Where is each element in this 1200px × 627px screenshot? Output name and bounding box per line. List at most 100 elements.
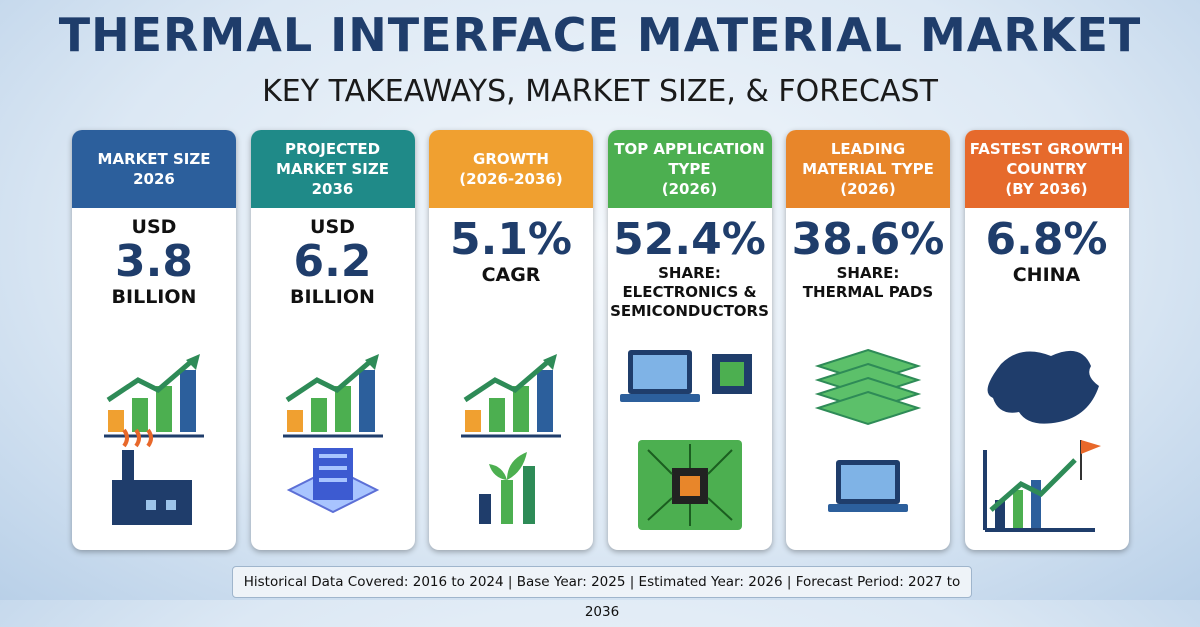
card-caption: SHARE: [836,264,900,282]
card-header: FASTEST GROWTH COUNTRY (BY 2036) [964,130,1129,208]
icon-shape [513,386,529,432]
card-icons [104,354,204,525]
icon-shape [122,428,153,448]
icon-shape [828,460,908,512]
card-header-line: TYPE [668,160,711,178]
icon-shape [112,428,192,525]
card-value: 5.1% [449,214,573,265]
icon-shape [186,354,200,370]
icon-shape [543,354,557,370]
icon-shape [814,348,922,426]
icon-shape [646,444,733,526]
card: LEADING MATERIAL TYPE (2026) 38.6% SHARE: THE… [786,130,950,550]
icon-shape [1080,440,1101,454]
icon-shape [523,466,535,524]
card-caption: ELECTRONICS & [622,283,757,301]
card-header-line: MATERIAL TYPE [802,160,934,178]
icon-shape [987,350,1099,424]
icon-shape [318,454,347,458]
card: PROJECTED MARKET SIZE 2036 USD 6.2 BILLION [250,130,415,550]
icon-shape [814,390,922,426]
card-body: USD 3.8 BILLION [72,208,236,308]
card-header-line: 2026 [133,170,175,188]
icon-shape [501,480,513,524]
card-body: 6.8% CHINA [965,208,1129,287]
card-unit: USD [131,216,177,238]
footer: Historical Data Covered: 2016 to 2024 | … [232,566,972,620]
subtitle: KEY TAKEAWAYS, MARKET SIZE, & FORECAST [262,74,938,109]
icon-shape [465,410,481,432]
card-icons [982,350,1101,532]
icon-shape [282,354,383,438]
icon-shape [122,450,134,485]
card-caption: BILLION [290,286,375,308]
card-value: 38.6% [791,214,945,265]
icon-shape [286,448,379,514]
card-header-line: MARKET SIZE [97,150,211,168]
card-caption: CHINA [1012,264,1081,286]
card-header-line: FASTEST GROWTH [969,140,1124,158]
card-caption: SEMICONDUCTORS [610,302,769,320]
card-header-line: 2036 [311,180,354,198]
title: THERMAL INTERFACE MATERIAL MARKET [58,8,1142,62]
card-value: 3.8 [115,236,193,287]
icon-shape [637,440,742,530]
card-header-line: PROJECTED [284,140,381,158]
card-header-line: MARKET SIZE [276,160,389,178]
icon-shape [461,354,561,438]
icon-shape [463,358,552,403]
icon-shape [285,358,374,403]
icon-shape [489,398,505,432]
card: GROWTH (2026-2036) 5.1% CAGR [429,130,593,550]
card-header: TOP APPLICATION TYPE (2026) [607,130,772,208]
card-caption: SHARE: [658,264,721,282]
icon-shape [537,370,553,432]
card-body: 52.4% SHARE: ELECTRONICS & SEMICONDUCTORS [608,208,772,321]
card-header: MARKET SIZE 2026 [72,130,236,208]
icon-shape [286,410,303,432]
icon-shape [1030,480,1041,528]
card-body: 5.1% CAGR [429,208,593,287]
card-value: 6.2 [293,236,372,287]
card-body: 38.6% SHARE: THERMAL PADS [786,208,950,302]
icon-shape [479,452,535,524]
icon-shape [988,458,1077,512]
icon-shape [711,354,752,394]
icon-shape [156,386,172,432]
card: MARKET SIZE 2026 USD 3.8 BILLION [72,130,236,550]
icon-shape [318,466,347,470]
card-header-line: LEADING [830,140,906,158]
icon-shape [106,358,195,403]
icon-shape [679,476,700,496]
card-value: 6.8% [985,214,1108,265]
card-unit: USD [310,216,355,238]
card-caption: CAGR [481,264,541,286]
card-caption: BILLION [111,286,197,308]
card-icons [461,354,561,524]
card-header-line: GROWTH [473,150,549,168]
icon-shape [108,410,124,432]
icon-shape [132,398,148,432]
card: FASTEST GROWTH COUNTRY (BY 2036) 6.8% CHINA [964,130,1129,550]
icon-shape [180,370,196,432]
card-icons [282,354,383,514]
icon-shape [994,500,1005,528]
icon-shape [358,370,375,432]
card: TOP APPLICATION TYPE (2026) 52.4% SHARE: ELEC… [607,130,772,550]
card-header-line: (2026) [661,180,718,198]
icon-shape [364,354,379,370]
card-header-line: (2026-2036) [459,170,563,188]
card-body: USD 6.2 BILLION [251,208,415,308]
icon-shape [489,452,527,480]
card-icons [814,348,922,512]
icon-shape [619,394,700,402]
icon-shape [632,355,687,389]
icon-shape [318,478,347,482]
card-header-line: (BY 2036) [1005,180,1088,198]
icon-shape [828,504,908,512]
icon-shape [619,350,700,402]
card-value: 52.4% [613,214,766,265]
icon-shape [982,440,1101,532]
